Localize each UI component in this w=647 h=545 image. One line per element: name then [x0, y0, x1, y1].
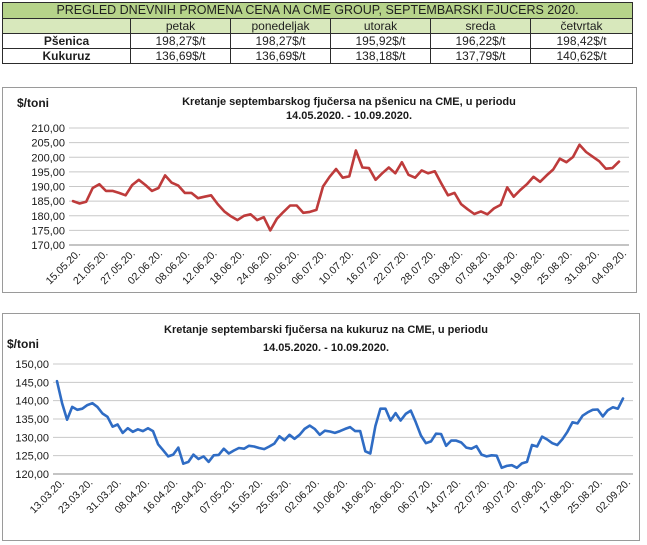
row-label-kukuruz: Kukuruz: [2, 48, 131, 64]
table-title-row: PREGLED DNEVNIH PROMENA CENA NA CME GROU…: [1, 2, 634, 19]
wheat-price-line: [71, 143, 621, 232]
table-header-row: petak ponedeljak utorak sreda četvrtak: [2, 18, 634, 34]
wheat-y-tick-label: 195,00: [31, 167, 65, 179]
corn-y-tick-label: 135,00: [15, 414, 49, 426]
wheat-chart-title-line: Kretanje septembarskog fjučersa na pšeni…: [182, 96, 516, 108]
row-label-psenica: Pšenica: [2, 33, 131, 49]
corn-y-tick-label: 130,00: [15, 432, 49, 444]
corn-price-line: [55, 379, 625, 470]
corn-y-unit-label: $/toni: [7, 337, 39, 351]
corn-y-tick-label: 145,00: [15, 377, 49, 389]
header-cell-ponedeljak: ponedeljak: [230, 18, 331, 34]
table-title: PREGLED DNEVNIH PROMENA CENA NA CME GROU…: [1, 2, 634, 19]
wheat-y-tick-label: 175,00: [31, 225, 65, 237]
header-cell-sreda: sreda: [430, 18, 531, 34]
wheat-y-tick-label: 180,00: [31, 211, 65, 223]
header-cell-utorak: utorak: [330, 18, 431, 34]
corn-y-tick-label: 120,00: [15, 469, 49, 481]
table-row-psenica: Pšenica 198,27$/t 198,27$/t 195,92$/t 19…: [2, 33, 634, 49]
price-summary-table: PREGLED DNEVNIH PROMENA CENA NA CME GROU…: [1, 2, 634, 64]
price-cell: 136,69$/t: [130, 48, 231, 64]
price-cell: 136,69$/t: [230, 48, 331, 64]
wheat-y-tick-label: 210,00: [31, 123, 65, 135]
header-cell-petak: petak: [130, 18, 231, 34]
price-cell: 140,62$/t: [529, 48, 634, 64]
price-cell: 198,27$/t: [130, 33, 231, 49]
table-row-kukuruz: Kukuruz 136,69$/t 136,69$/t 138,18$/t 13…: [2, 48, 634, 64]
price-cell: 198,42$/t: [529, 33, 634, 49]
corn-price-chart: Kretanje septembarski fjučersa na kukuru…: [2, 313, 640, 541]
header-cell-cetvrtak: četvrtak: [529, 18, 634, 34]
price-cell: 198,27$/t: [230, 33, 331, 49]
corn-chart-svg: Kretanje septembarski fjučersa na kukuru…: [7, 324, 633, 516]
wheat-y-tick-label: 200,00: [31, 152, 65, 164]
price-cell: 195,92$/t: [330, 33, 431, 49]
corn-chart-title-line: 14.05.2020. - 10.09.2020.: [263, 342, 389, 354]
wheat-price-chart: Kretanje septembarskog fjučersa na pšeni…: [2, 87, 637, 293]
header-cell-empty: [2, 18, 131, 34]
corn-y-tick-label: 140,00: [15, 396, 49, 408]
wheat-y-tick-label: 190,00: [31, 182, 65, 194]
wheat-y-tick-label: 185,00: [31, 196, 65, 208]
price-cell: 196,22$/t: [430, 33, 531, 49]
wheat-y-unit-label: $/toni: [17, 96, 49, 110]
wheat-chart-title-line: 14.05.2020. - 10.09.2020.: [286, 110, 412, 122]
wheat-y-tick-label: 170,00: [31, 240, 65, 252]
corn-y-tick-label: 125,00: [15, 451, 49, 463]
wheat-y-tick-label: 205,00: [31, 138, 65, 150]
price-cell: 138,18$/t: [330, 48, 431, 64]
corn-y-tick-label: 150,00: [15, 359, 49, 371]
price-cell: 137,79$/t: [430, 48, 531, 64]
corn-chart-title-line: Kretanje septembarski fjučersa na kukuru…: [164, 324, 488, 336]
wheat-chart-svg: Kretanje septembarskog fjučersa na pšeni…: [17, 96, 629, 287]
